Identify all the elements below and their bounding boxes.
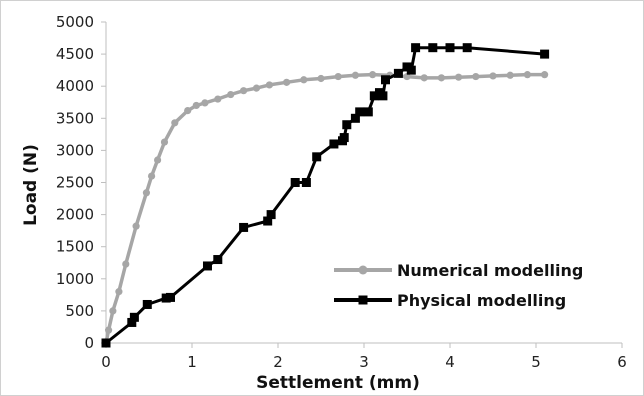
y-tick-label: 3500 [56, 109, 94, 127]
data-point-numerical [214, 95, 222, 103]
legend-marker-physical [358, 295, 368, 305]
data-point-numerical [154, 156, 162, 164]
y-tick-labels: 0 500 1000 1500 2000 2500 3000 3500 4000 4500 5000 [56, 13, 106, 352]
data-point-physical [202, 261, 212, 271]
y-tick-label: 2000 [56, 206, 94, 224]
data-point-numerical [142, 189, 151, 197]
data-point-numerical [104, 326, 113, 334]
data-point-numerical [160, 138, 169, 146]
y-axis-title: Load (N) [21, 144, 41, 226]
data-point-physical [445, 43, 455, 53]
data-point-physical [127, 317, 137, 327]
x-tick-label: 5 [531, 353, 541, 371]
data-point-physical [540, 49, 550, 59]
data-point-physical [411, 43, 421, 53]
legend-marker-numerical [358, 265, 368, 275]
y-tick-label: 3000 [56, 141, 94, 159]
data-point-numerical [192, 101, 200, 110]
data-point-physical [381, 75, 390, 85]
data-point-numerical [115, 288, 123, 296]
data-point-numerical [334, 72, 342, 81]
y-tick-label: 2500 [56, 174, 94, 192]
data-point-numerical [109, 307, 117, 315]
data-point-physical [312, 152, 322, 162]
data-point-numerical [132, 222, 140, 230]
x-tick-label: 0 [101, 353, 111, 371]
data-point-physical [393, 68, 403, 78]
y-tick-label: 1000 [56, 270, 94, 288]
data-point-numerical [523, 71, 532, 79]
x-tick-label: 1 [187, 353, 197, 371]
data-point-numerical [283, 78, 291, 86]
data-point-physical [462, 43, 472, 53]
data-point-numerical [472, 72, 480, 81]
data-point-numerical [227, 90, 235, 99]
data-point-numerical [403, 72, 411, 81]
data-point-numerical [240, 87, 248, 95]
y-tick-label: 500 [65, 302, 94, 320]
x-axis-title: Settlement (mm) [256, 373, 420, 393]
data-point-physical [363, 107, 373, 117]
y-tick-label: 4500 [56, 45, 94, 63]
data-point-numerical [455, 73, 463, 81]
data-point-physical [428, 43, 438, 53]
data-point-numerical [489, 72, 497, 80]
data-point-physical [239, 222, 249, 232]
x-tick-labels: 0 1 2 3 4 5 6 [101, 343, 627, 371]
series-numerical [102, 71, 549, 347]
y-tick-label: 5000 [56, 13, 94, 31]
data-point-physical [342, 120, 352, 130]
data-point-physical [350, 113, 360, 123]
data-point-physical [129, 312, 139, 322]
x-tick-label: 4 [445, 353, 455, 371]
data-point-physical [329, 139, 339, 149]
y-tick-label: 4000 [56, 77, 94, 95]
data-point-numerical [506, 71, 514, 79]
data-point-numerical [420, 74, 428, 82]
data-point-numerical [317, 74, 325, 83]
data-point-physical [213, 255, 223, 265]
data-point-physical [378, 91, 388, 101]
data-point-numerical [147, 172, 156, 180]
data-point-physical [266, 210, 276, 220]
data-point-numerical [369, 71, 377, 79]
data-point-numerical [171, 119, 179, 127]
data-point-physical [166, 292, 175, 302]
y-tick-label: 0 [84, 334, 94, 352]
data-point-physical [355, 107, 365, 117]
legend-label-physical: Physical modelling [397, 291, 566, 310]
data-point-numerical [265, 81, 273, 89]
data-point-physical [263, 216, 273, 226]
data-point-physical [290, 178, 300, 187]
data-point-physical [301, 178, 311, 187]
data-point-numerical [184, 106, 192, 115]
data-point-physical [369, 91, 379, 101]
data-point-physical [101, 338, 111, 348]
data-point-physical [406, 65, 416, 75]
data-point-physical [142, 299, 152, 309]
legend: Numerical modelling Physical modelling [334, 261, 583, 310]
series-layer [101, 43, 550, 348]
data-point-numerical [437, 74, 445, 82]
legend-item-numerical: Numerical modelling [334, 261, 583, 280]
y-tick-label: 1500 [56, 238, 94, 256]
series-physical [101, 43, 550, 348]
x-tick-label: 3 [359, 353, 369, 371]
legend-label-numerical: Numerical modelling [397, 261, 583, 280]
data-point-numerical [351, 71, 359, 79]
data-point-numerical [201, 99, 209, 107]
data-point-numerical [122, 260, 130, 268]
data-point-numerical [252, 84, 261, 92]
data-point-numerical [541, 71, 549, 79]
x-tick-label: 2 [273, 353, 283, 371]
data-point-physical [339, 133, 349, 143]
legend-item-physical: Physical modelling [334, 291, 566, 310]
data-point-numerical [300, 76, 308, 84]
x-tick-label: 6 [617, 353, 627, 371]
